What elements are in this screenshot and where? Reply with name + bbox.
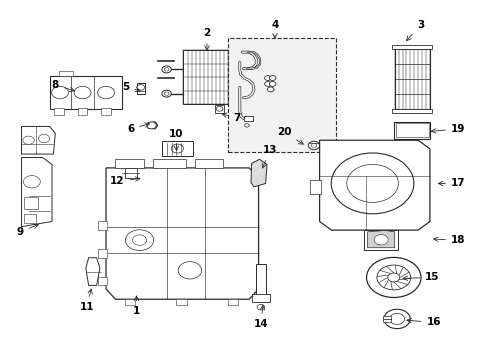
Circle shape — [146, 122, 156, 129]
Text: 12: 12 — [110, 176, 140, 186]
Circle shape — [264, 76, 271, 81]
Text: 19: 19 — [430, 124, 465, 134]
Circle shape — [269, 81, 275, 86]
Circle shape — [74, 86, 91, 99]
Bar — [309, 180, 320, 194]
Bar — [153, 159, 185, 168]
Text: 17: 17 — [437, 179, 465, 188]
Bar — [395, 123, 427, 137]
Circle shape — [264, 81, 271, 86]
Circle shape — [346, 165, 398, 202]
Bar — [243, 116, 252, 121]
Polygon shape — [319, 140, 429, 230]
Circle shape — [383, 309, 409, 329]
Circle shape — [242, 68, 247, 71]
Bar — [124, 168, 136, 178]
Circle shape — [132, 235, 146, 245]
Circle shape — [23, 136, 34, 144]
Bar — [54, 108, 63, 115]
Circle shape — [387, 273, 399, 282]
Bar — [136, 83, 144, 94]
Bar — [162, 141, 192, 156]
Text: 4: 4 — [271, 20, 278, 38]
Circle shape — [23, 176, 40, 188]
Polygon shape — [50, 76, 122, 109]
Polygon shape — [367, 230, 394, 248]
Text: 11: 11 — [80, 289, 94, 312]
Polygon shape — [106, 168, 258, 299]
Polygon shape — [21, 158, 52, 227]
Text: 7: 7 — [222, 113, 240, 123]
Text: 8: 8 — [52, 80, 74, 91]
Bar — [78, 108, 87, 115]
Circle shape — [240, 66, 249, 73]
Text: 9: 9 — [17, 224, 38, 237]
Text: 14: 14 — [253, 305, 268, 329]
Text: 10: 10 — [169, 129, 183, 150]
Circle shape — [242, 92, 247, 95]
Circle shape — [162, 66, 171, 73]
Circle shape — [51, 86, 68, 99]
Circle shape — [308, 141, 319, 150]
Text: 13: 13 — [262, 145, 277, 168]
Circle shape — [373, 235, 387, 245]
Bar — [59, 71, 73, 76]
Circle shape — [137, 85, 144, 90]
Bar — [183, 50, 227, 104]
Circle shape — [376, 265, 410, 290]
Circle shape — [244, 124, 249, 127]
Circle shape — [162, 90, 171, 97]
Text: 15: 15 — [402, 273, 439, 283]
Circle shape — [310, 143, 316, 148]
Text: 18: 18 — [433, 235, 465, 246]
Bar — [391, 45, 431, 49]
Bar — [251, 294, 270, 302]
Bar — [101, 108, 110, 115]
Bar — [227, 298, 238, 305]
Polygon shape — [250, 159, 266, 187]
Text: 3: 3 — [406, 20, 423, 41]
Bar — [215, 105, 224, 113]
Bar — [195, 159, 223, 168]
Circle shape — [330, 153, 413, 214]
Circle shape — [39, 134, 50, 143]
Bar — [394, 49, 429, 109]
Text: 16: 16 — [406, 318, 440, 327]
Bar — [391, 109, 431, 113]
Bar — [115, 159, 143, 168]
Bar — [176, 298, 186, 305]
Circle shape — [257, 305, 264, 310]
Circle shape — [98, 86, 114, 99]
Text: 5: 5 — [122, 82, 140, 92]
Bar — [382, 316, 390, 322]
Bar — [124, 298, 135, 305]
Polygon shape — [21, 126, 55, 154]
Circle shape — [366, 257, 420, 297]
Bar — [98, 277, 107, 285]
Circle shape — [171, 144, 183, 153]
Bar — [24, 213, 36, 223]
Circle shape — [125, 230, 153, 251]
Circle shape — [164, 68, 168, 71]
Circle shape — [267, 87, 273, 92]
Bar — [255, 264, 265, 302]
Circle shape — [216, 107, 223, 111]
Circle shape — [164, 92, 168, 95]
Bar — [24, 197, 38, 210]
Circle shape — [178, 262, 201, 279]
Text: 2: 2 — [203, 28, 210, 50]
Bar — [98, 221, 107, 230]
Bar — [393, 122, 429, 139]
Bar — [98, 249, 107, 258]
Text: 6: 6 — [127, 123, 149, 134]
Text: 1: 1 — [133, 296, 140, 316]
Circle shape — [240, 90, 249, 97]
Circle shape — [269, 76, 275, 81]
Polygon shape — [86, 258, 100, 285]
Bar — [364, 230, 397, 250]
Text: 20: 20 — [276, 127, 303, 144]
Circle shape — [389, 314, 404, 324]
Bar — [227, 38, 335, 152]
